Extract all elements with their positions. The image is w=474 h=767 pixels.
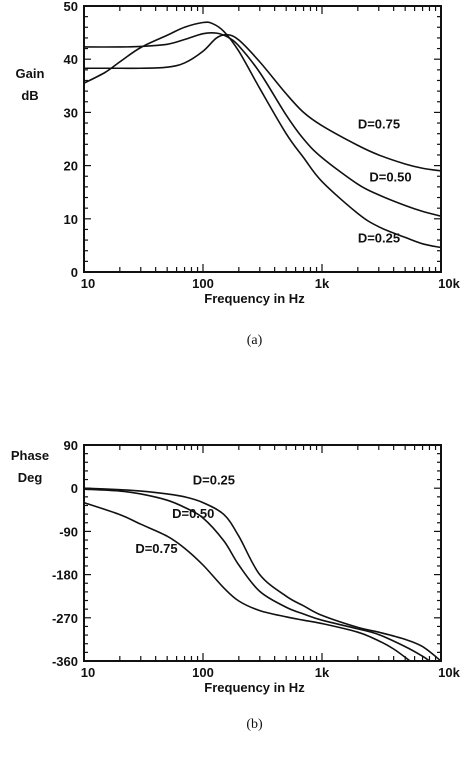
- panel-caption: (a): [247, 333, 263, 348]
- x-axis-label: Frequency in Hz: [204, 291, 305, 306]
- y-tick-label-20: 20: [64, 159, 78, 174]
- series-line-d-0-50: [84, 31, 441, 217]
- y-axis-label-line-1: Phase: [11, 448, 49, 463]
- y-tick-label-90: 90: [64, 438, 78, 453]
- y-tick-label-30: 30: [64, 105, 78, 120]
- series-label-d-0-25: D=0.25: [193, 472, 235, 487]
- series-label-d-0-25: D=0.25: [358, 231, 400, 246]
- y-axis-label-line-2: dB: [21, 88, 38, 103]
- series-label-d-0-50: D=0.50: [172, 506, 214, 521]
- y-tick-label-40: 40: [64, 52, 78, 67]
- x-tick-label-1k: 1k: [315, 665, 330, 680]
- y-tick-label-360: -360: [52, 654, 78, 669]
- series-label-d-0-50: D=0.50: [369, 170, 411, 185]
- y-axis-label-line-2: Deg: [18, 470, 43, 485]
- y-tick-label-10: 10: [64, 212, 78, 227]
- plot-frame: [83, 444, 442, 662]
- series-line-d-0-75: [84, 501, 411, 661]
- panel-caption: (b): [246, 717, 263, 732]
- x-tick-label-10k: 10k: [438, 276, 460, 291]
- y-tick-label-0: 0: [71, 481, 78, 496]
- x-tick-label-10: 10: [81, 276, 95, 291]
- x-tick-label-1k: 1k: [315, 276, 330, 291]
- y-axis-label-line-1: Gain: [16, 66, 45, 81]
- series-label-d-0-75: D=0.75: [135, 541, 177, 556]
- y-tick-label-0: 0: [71, 265, 78, 280]
- y-tick-label-180: -180: [52, 568, 78, 583]
- series-line-d-0-25: [84, 487, 441, 661]
- x-tick-label-100: 100: [192, 276, 214, 291]
- series-line-d-0-50: [84, 488, 430, 661]
- x-tick-label-10: 10: [81, 665, 95, 680]
- x-tick-label-100: 100: [192, 665, 214, 680]
- x-axis-label: Frequency in Hz: [204, 680, 305, 695]
- plot-frame: [83, 5, 442, 273]
- series-label-d-0-75: D=0.75: [358, 116, 400, 131]
- y-tick-label-270: -270: [52, 611, 78, 626]
- series-line-d-0-25: [84, 21, 441, 249]
- y-tick-label-50: 50: [64, 0, 78, 14]
- series-line-d-0-75: [84, 33, 441, 172]
- y-tick-label-90: -90: [59, 524, 78, 539]
- x-tick-label-10k: 10k: [438, 665, 460, 680]
